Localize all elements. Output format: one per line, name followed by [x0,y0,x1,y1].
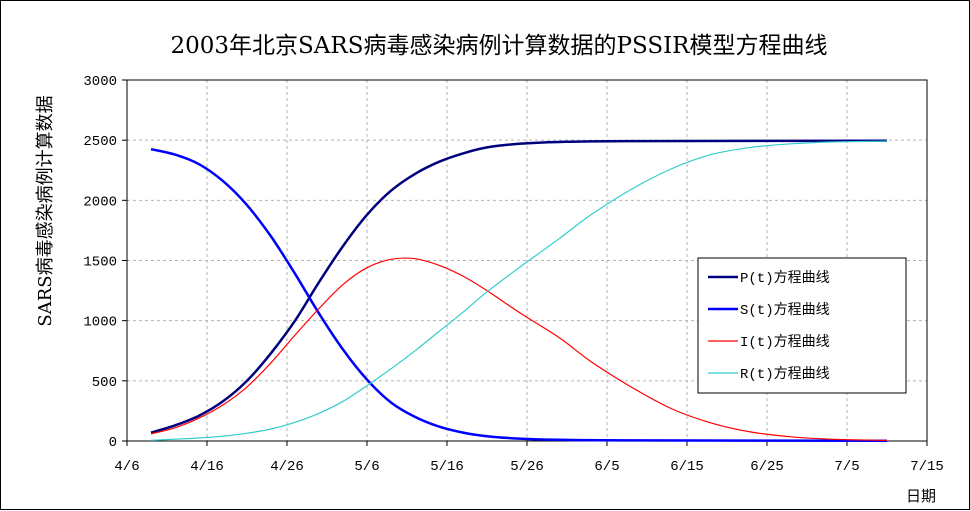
y-tick-label: 2500 [83,134,117,150]
series-line-4 [150,140,888,441]
x-axis-label: 日期 [906,487,936,505]
y-tick-label: 3000 [83,74,117,90]
y-axis-label: SARS病毒感染病例计算数据 [35,95,56,326]
legend-label: S(t)方程曲线 [740,302,830,319]
x-tick-label: 5/26 [510,459,544,475]
x-tick-label: 5/16 [430,459,464,475]
legend-label: R(t)方程曲线 [740,366,830,383]
x-tick-label: 6/15 [670,459,704,475]
series-line-3 [150,257,888,441]
y-tick-label: 2000 [83,194,117,210]
y-tick-label: 500 [92,375,117,391]
legend: P(t)方程曲线 S(t)方程曲线 I(t)方程曲线 R(t)方程曲线 [697,257,907,394]
series-line-1 [150,139,888,434]
x-tick-label: 6/5 [594,459,619,475]
series-line-2 [150,147,888,443]
x-tick-label: 5/6 [354,459,379,475]
y-tick-label: 1000 [83,315,117,331]
x-tick-label: 7/15 [910,459,944,475]
legend-box [697,257,907,394]
x-tick-label: 6/25 [750,459,784,475]
legend-label: P(t)方程曲线 [740,270,830,287]
x-tick-label: 4/16 [190,459,224,475]
x-tick-label: 4/6 [114,459,139,475]
axis-ticks: 0 500 1000 1500 2000 2500 3000 4/6 4/16 4/26 5/6 5/… [83,74,943,475]
legend-label: I(t)方程曲线 [740,334,830,351]
y-tick-label: 0 [109,435,117,451]
y-tick-label: 1500 [83,255,117,271]
chart-title: 2003年北京SARS病毒感染病例计算数据的PSSIR模型方程曲线 [171,33,828,59]
x-tick-label: 4/26 [270,459,304,475]
series-lines [150,139,888,443]
x-tick-label: 7/5 [834,459,859,475]
